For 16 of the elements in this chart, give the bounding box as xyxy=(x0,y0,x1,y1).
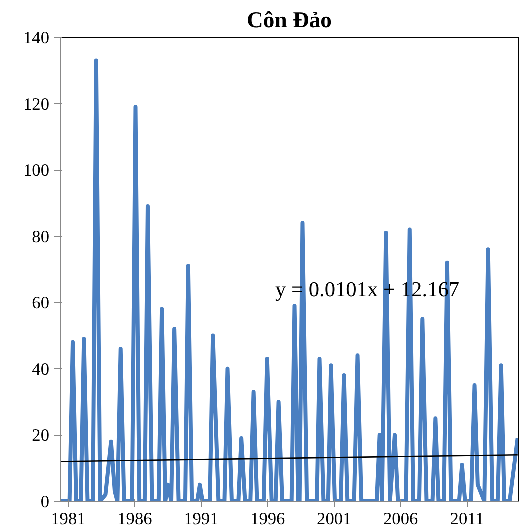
x-tick-label: 2006 xyxy=(384,510,419,527)
x-tick-label: 2011 xyxy=(450,510,484,527)
y-tick-label: 140 xyxy=(24,28,50,48)
x-tick-label: 1986 xyxy=(118,510,153,527)
x-tick-label: 2001 xyxy=(317,510,352,527)
y-tick-label: 120 xyxy=(24,94,50,114)
y-tick-label: 100 xyxy=(24,161,50,180)
chart-title: Côn Đảo xyxy=(247,8,332,32)
y-tick-label: 40 xyxy=(32,360,50,379)
x-tick-label: 1981 xyxy=(51,510,86,527)
y-tick-label: 60 xyxy=(32,294,50,313)
x-tick-label: 1991 xyxy=(184,510,219,527)
y-tick-label: 20 xyxy=(32,426,50,446)
y-tick-label: 0 xyxy=(40,492,50,512)
y-tick-label: 80 xyxy=(32,227,50,246)
x-tick-label: 1996 xyxy=(250,510,286,527)
